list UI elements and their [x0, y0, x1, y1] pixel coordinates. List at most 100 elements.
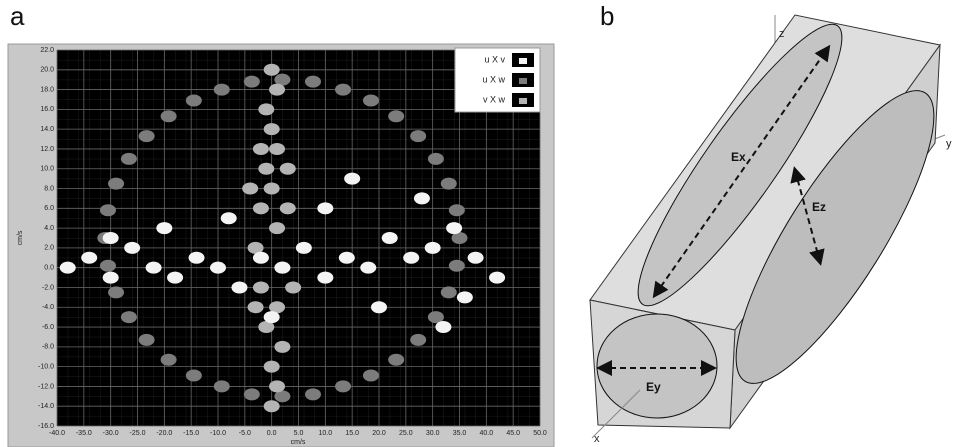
point — [253, 143, 269, 155]
point — [435, 321, 451, 333]
point — [269, 222, 285, 234]
point — [449, 204, 465, 216]
point — [214, 84, 230, 96]
point — [285, 281, 301, 293]
point — [108, 178, 124, 190]
x-tick-label: 30.0 — [426, 430, 440, 437]
point — [363, 94, 379, 106]
point — [264, 361, 280, 373]
point — [248, 301, 264, 313]
point — [253, 252, 269, 264]
point — [221, 212, 237, 224]
point — [317, 202, 333, 214]
point — [489, 272, 505, 284]
y-tick-label: 10.0 — [40, 166, 54, 173]
axis-label: z — [779, 28, 785, 40]
y-tick-label: -8.0 — [42, 344, 54, 351]
point — [103, 272, 119, 284]
point — [264, 64, 280, 76]
x-tick-label: 45.0 — [506, 430, 520, 437]
point — [258, 163, 274, 175]
y-tick-label: 22.0 — [40, 47, 54, 54]
point — [161, 354, 177, 366]
y-tick-label: -16.0 — [38, 423, 54, 430]
x-tick-label: 20.0 — [372, 430, 386, 437]
x-tick-label: -15.0 — [183, 430, 199, 437]
point — [425, 242, 441, 254]
legend-label: u X v — [484, 54, 505, 64]
point — [103, 232, 119, 244]
point — [382, 232, 398, 244]
x-tick-label: 5.0 — [294, 430, 304, 437]
point — [305, 388, 321, 400]
x-axis-label: cm/s — [291, 439, 306, 446]
point — [414, 192, 430, 204]
point — [468, 252, 484, 264]
y-tick-label: 14.0 — [40, 126, 54, 133]
x-tick-label: 35.0 — [453, 430, 467, 437]
point — [403, 252, 419, 264]
point — [441, 286, 457, 298]
point — [388, 110, 404, 122]
ellipse-label: Ey — [646, 380, 661, 394]
point — [280, 163, 296, 175]
legend-label: v X w — [483, 94, 506, 104]
point — [214, 380, 230, 392]
point — [139, 130, 155, 142]
x-tick-label: -10.0 — [210, 430, 226, 437]
y-tick-label: 4.0 — [44, 225, 54, 232]
x-tick-label: -35.0 — [76, 430, 92, 437]
point — [269, 143, 285, 155]
panel-label: a — [10, 1, 25, 31]
y-axis-label: cm/s — [17, 230, 24, 245]
point — [363, 370, 379, 382]
point — [305, 76, 321, 88]
point — [449, 260, 465, 272]
y-tick-label: -12.0 — [38, 383, 54, 390]
point — [124, 242, 140, 254]
point — [388, 354, 404, 366]
point — [360, 262, 376, 274]
legend-swatch — [519, 78, 527, 84]
point — [186, 94, 202, 106]
point — [317, 272, 333, 284]
point — [167, 272, 183, 284]
point — [258, 103, 274, 115]
point — [244, 76, 260, 88]
x-tick-label: -5.0 — [239, 430, 251, 437]
point — [231, 281, 247, 293]
point — [269, 84, 285, 96]
point — [274, 262, 290, 274]
point — [100, 204, 116, 216]
y-tick-label: -6.0 — [42, 324, 54, 331]
point — [253, 281, 269, 293]
point — [280, 202, 296, 214]
x-tick-label: 50.0 — [533, 430, 547, 437]
panel-label: b — [600, 1, 614, 31]
point — [371, 301, 387, 313]
point — [269, 380, 285, 392]
ellipse-label: Ex — [731, 150, 746, 164]
x-tick-label: 40.0 — [480, 430, 494, 437]
point — [410, 130, 426, 142]
point — [60, 262, 76, 274]
x-tick-label: -40.0 — [49, 430, 65, 437]
y-tick-label: 6.0 — [44, 205, 54, 212]
y-tick-label: -14.0 — [38, 403, 54, 410]
point — [274, 341, 290, 353]
axis-label: y — [946, 138, 952, 150]
y-tick-label: -2.0 — [42, 284, 54, 291]
point — [410, 334, 426, 346]
y-tick-label: 18.0 — [40, 86, 54, 93]
point — [344, 173, 360, 185]
legend-swatch — [519, 98, 527, 104]
box-diagram — [590, 5, 955, 438]
x-tick-label: 25.0 — [399, 430, 413, 437]
point — [146, 262, 162, 274]
axis-label: x — [594, 433, 600, 445]
ellipse-label: Ez — [812, 200, 826, 214]
y-tick-label: 16.0 — [40, 106, 54, 113]
x-tick-label: 0.0 — [267, 430, 277, 437]
point — [161, 110, 177, 122]
y-tick-label: 20.0 — [40, 67, 54, 74]
